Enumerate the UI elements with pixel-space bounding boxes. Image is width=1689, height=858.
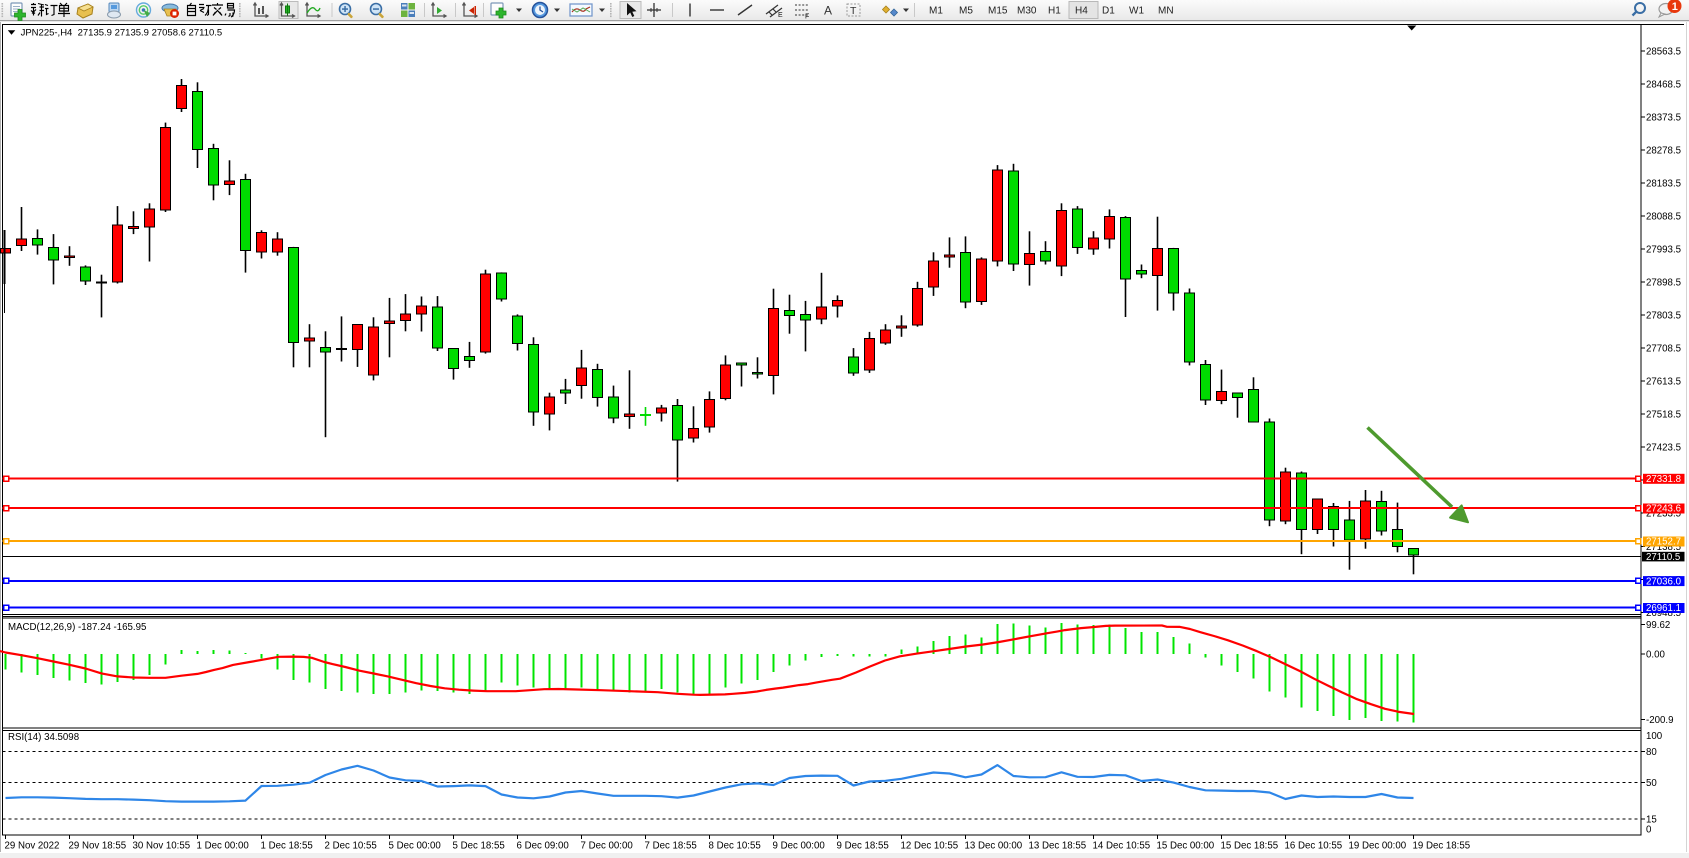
svg-text:99.62: 99.62 <box>1646 620 1670 631</box>
svg-text:28183.5: 28183.5 <box>1646 178 1681 189</box>
svg-text:MN: MN <box>1158 6 1174 17</box>
svg-text:D1: D1 <box>1102 6 1115 17</box>
svg-text:19 Dec 00:00: 19 Dec 00:00 <box>1349 840 1407 851</box>
svg-text:29 Nov 18:55: 29 Nov 18:55 <box>69 840 127 851</box>
svg-text:12 Dec 10:55: 12 Dec 10:55 <box>901 840 959 851</box>
svg-text:27331.8: 27331.8 <box>1646 474 1681 485</box>
svg-text:28468.5: 28468.5 <box>1646 79 1681 90</box>
svg-text:27518.5: 27518.5 <box>1646 410 1681 421</box>
svg-text:26961.1: 26961.1 <box>1646 603 1681 614</box>
svg-text:27708.5: 27708.5 <box>1646 344 1681 355</box>
svg-text:14 Dec 10:55: 14 Dec 10:55 <box>1093 840 1151 851</box>
svg-text:27233.5: 27233.5 <box>1646 509 1681 520</box>
svg-text:19 Dec 18:55: 19 Dec 18:55 <box>1413 840 1471 851</box>
svg-text:9 Dec 00:00: 9 Dec 00:00 <box>773 840 826 851</box>
svg-text:F: F <box>805 14 809 21</box>
svg-text:1 Dec 00:00: 1 Dec 00:00 <box>197 840 250 851</box>
svg-text:1 Dec 18:55: 1 Dec 18:55 <box>261 840 313 851</box>
svg-text:13 Dec 18:55: 13 Dec 18:55 <box>1029 840 1087 851</box>
svg-text:28088.5: 28088.5 <box>1646 211 1681 222</box>
svg-text:E: E <box>778 12 783 19</box>
svg-text:2 Dec 10:55: 2 Dec 10:55 <box>325 840 377 851</box>
svg-text:M5: M5 <box>959 6 973 17</box>
svg-text:29 Nov 2022: 29 Nov 2022 <box>5 840 60 851</box>
svg-text:A: A <box>824 4 832 18</box>
svg-text:13 Dec 00:00: 13 Dec 00:00 <box>965 840 1023 851</box>
svg-text:MACD(12,26,9) -187.24 -165.95: MACD(12,26,9) -187.24 -165.95 <box>8 622 146 633</box>
svg-text:50: 50 <box>1646 778 1657 789</box>
svg-text:T: T <box>850 5 857 17</box>
svg-text:0.00: 0.00 <box>1646 649 1665 660</box>
svg-text:H1: H1 <box>1048 6 1061 17</box>
svg-text:27803.5: 27803.5 <box>1646 311 1681 322</box>
svg-text:28563.5: 28563.5 <box>1646 46 1681 57</box>
svg-text:7 Dec 18:55: 7 Dec 18:55 <box>645 840 697 851</box>
svg-text:M1: M1 <box>929 6 943 17</box>
svg-text:0: 0 <box>1646 825 1652 836</box>
svg-text:27152.7: 27152.7 <box>1646 537 1681 548</box>
svg-text:27613.5: 27613.5 <box>1646 377 1681 388</box>
svg-text:27423.5: 27423.5 <box>1646 443 1681 454</box>
svg-text:100: 100 <box>1646 731 1663 742</box>
svg-text:27898.5: 27898.5 <box>1646 278 1681 289</box>
svg-text:W1: W1 <box>1129 6 1144 17</box>
svg-text:27110.5: 27110.5 <box>1646 552 1680 563</box>
svg-text:RSI(14) 34.5098: RSI(14) 34.5098 <box>8 732 79 743</box>
svg-text:27036.0: 27036.0 <box>1646 576 1682 587</box>
svg-text:JPN225-,H4 27135.9 27135.9 27: JPN225-,H4 27135.9 27135.9 27058.6 27110… <box>21 28 223 39</box>
svg-text:80: 80 <box>1646 747 1657 758</box>
svg-text:-200.9: -200.9 <box>1646 715 1673 726</box>
svg-text:7 Dec 00:00: 7 Dec 00:00 <box>581 840 634 851</box>
svg-text:30 Nov 10:55: 30 Nov 10:55 <box>133 840 191 851</box>
svg-text:1: 1 <box>1672 1 1678 13</box>
svg-text:H4: H4 <box>1075 6 1088 17</box>
svg-text:27138.5: 27138.5 <box>1646 542 1681 553</box>
svg-text:27243.6: 27243.6 <box>1646 504 1681 515</box>
svg-text:8 Dec 10:55: 8 Dec 10:55 <box>709 840 761 851</box>
svg-text:28278.5: 28278.5 <box>1646 145 1681 156</box>
svg-text:5 Dec 18:55: 5 Dec 18:55 <box>453 840 505 851</box>
svg-text:26948.5: 26948.5 <box>1646 608 1681 619</box>
svg-text:M30: M30 <box>1017 6 1037 17</box>
svg-text:16 Dec 10:55: 16 Dec 10:55 <box>1285 840 1343 851</box>
svg-text:15: 15 <box>1646 815 1657 826</box>
svg-text:5 Dec 00:00: 5 Dec 00:00 <box>389 840 442 851</box>
svg-text:28373.5: 28373.5 <box>1646 112 1681 123</box>
svg-text:15 Dec 18:55: 15 Dec 18:55 <box>1221 840 1279 851</box>
svg-text:M15: M15 <box>988 6 1008 17</box>
svg-text:27993.5: 27993.5 <box>1646 244 1681 255</box>
svg-text:6 Dec 09:00: 6 Dec 09:00 <box>517 840 570 851</box>
svg-text:9 Dec 18:55: 9 Dec 18:55 <box>837 840 889 851</box>
svg-text:15 Dec 00:00: 15 Dec 00:00 <box>1157 840 1215 851</box>
